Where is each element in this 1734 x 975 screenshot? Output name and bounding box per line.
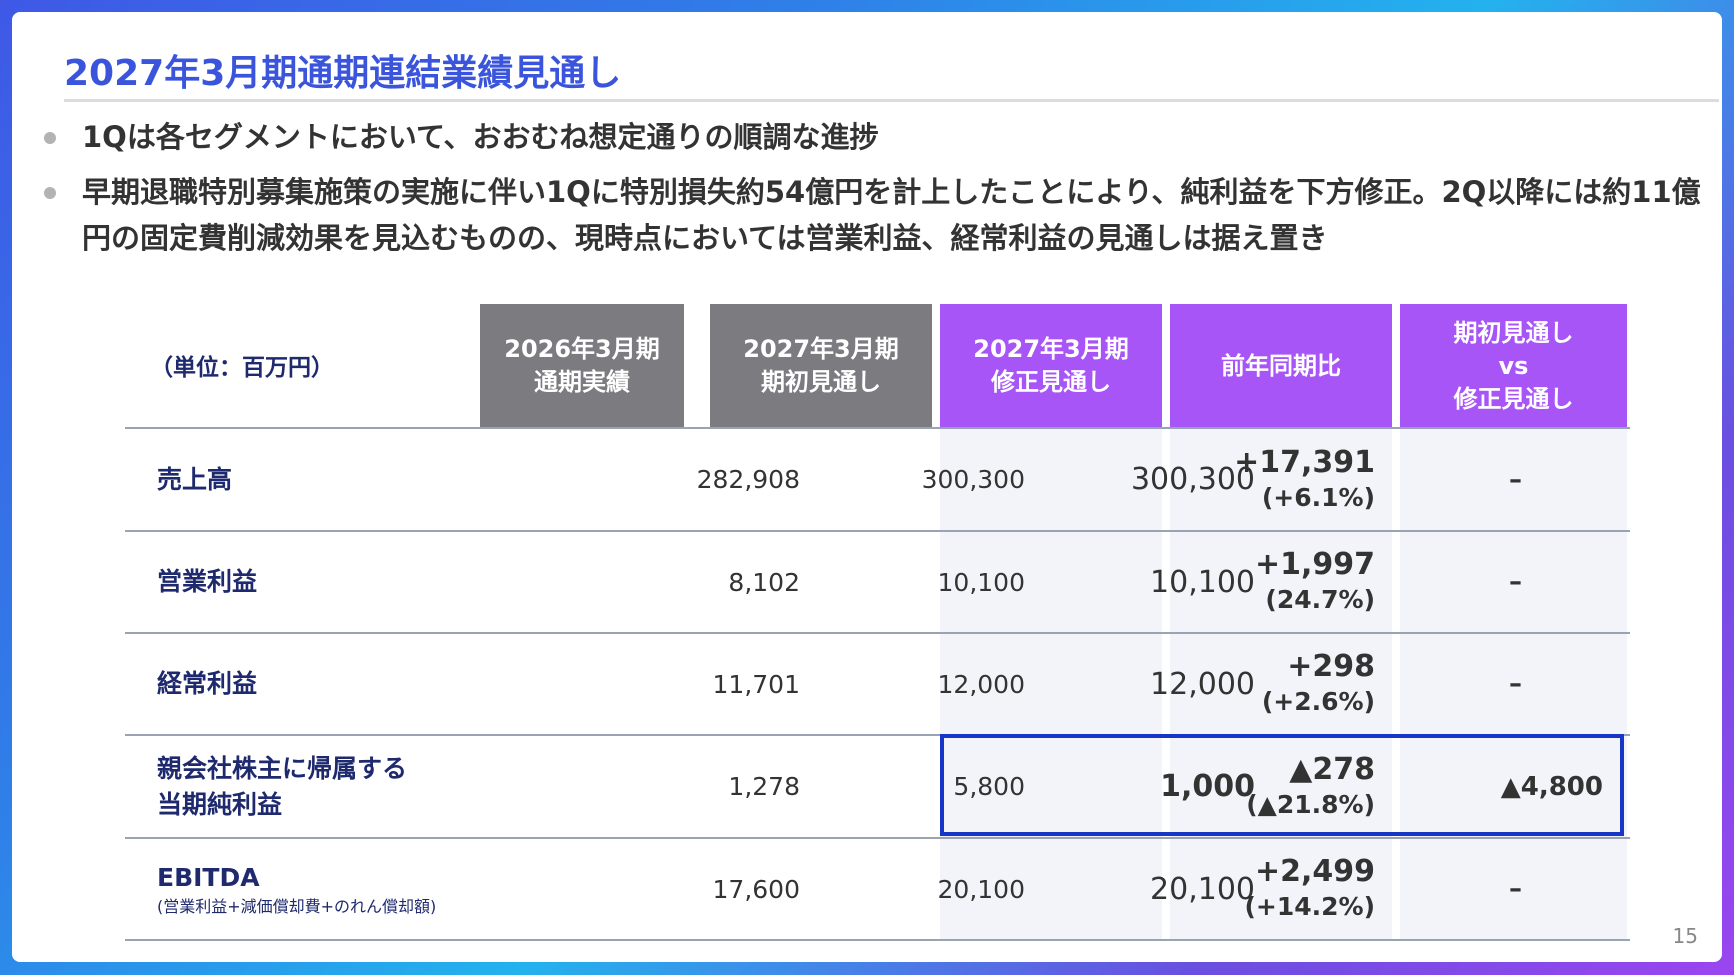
row-label-text: 当期純利益: [157, 789, 283, 819]
header-line: 前年同期比: [1221, 351, 1341, 380]
fy2027-revised-value: 20,100: [1150, 871, 1255, 907]
yoy-column-shade: [1170, 429, 1392, 939]
fy2027-revised-value: 300,300: [1130, 462, 1255, 497]
slide-title: 2027年3月期通期連結業績見通し: [64, 53, 622, 94]
row-divider: [125, 530, 1630, 532]
yoy-absolute: +2,499: [1254, 854, 1375, 889]
header-line: 通期実績: [534, 368, 630, 396]
header-line: 2026年3月期: [504, 335, 660, 363]
yoy-change: ▲278 (▲21.8%): [1158, 736, 1375, 837]
header-fy2027-initial: 2027年3月期 期初見通し: [710, 304, 932, 428]
forecast-table: （単位：百万円） 2026年3月期 通期実績 2027年3月期 期初見通し 2027…: [125, 304, 1630, 941]
bullet-item: 1Qは各セグメントにおいて、おおむね想定通りの順調な進捗: [30, 114, 1710, 160]
yoy-change: +1,997 (24.7%): [1158, 532, 1375, 632]
row-label: 経常利益: [157, 634, 547, 734]
fy2026-actual-value: 8,102: [728, 567, 800, 597]
yoy-change: +2,499 (+14.2%): [1158, 839, 1375, 939]
fy2027-initial-value: 10,100: [937, 567, 1025, 597]
header-line: 修正見通し: [1453, 384, 1574, 413]
yoy-change: +298 (+2.6%): [1158, 634, 1375, 734]
fy2026-actual-value: 282,908: [696, 465, 800, 494]
row-label-text: 経常利益: [157, 669, 258, 698]
header-line: 2027年3月期: [973, 335, 1129, 363]
fy2026-actual-value: 1,278: [728, 772, 800, 801]
yoy-percent: (+14.2%): [1244, 892, 1375, 921]
fy2027-revised-value: 10,100: [1150, 564, 1255, 600]
yoy-change: +17,391 (+6.1%): [1158, 429, 1375, 530]
vs-initial-value: –: [1509, 669, 1522, 699]
header-initial-vs-revised: 期初見通し vs 修正見通し: [1400, 304, 1627, 428]
bullet-list: 1Qは各セグメントにおいて、おおむね想定通りの順調な進捗 早期退職特別募集施策の…: [30, 114, 1710, 270]
vs-initial-value: –: [1509, 464, 1522, 495]
row-label-text: 親会社株主に帰属する: [157, 753, 408, 783]
header-line: 期初見通し: [1453, 318, 1574, 347]
row-sublabel: (営業利益+減価償却費+のれん償却額): [157, 897, 437, 916]
slide: 2027年3月期通期連結業績見通し 1Qは各セグメントにおいて、おおむね想定通り…: [12, 12, 1722, 962]
row-label: EBITDA (営業利益+減価償却費+のれん償却額): [157, 839, 547, 939]
vs-initial-value: –: [1509, 567, 1522, 597]
title-underline: [64, 99, 1719, 102]
row-label: 売上高: [157, 429, 547, 530]
bullet-text: 早期退職特別募集施策の実施に伴い1Qに特別損失約54億円を計上したことにより、純…: [82, 175, 1701, 255]
bullet-dot-icon: [44, 132, 56, 144]
fy2027-initial-value: 20,100: [937, 874, 1025, 904]
header-yoy: 前年同期比: [1170, 304, 1392, 428]
yoy-absolute: ▲278: [1289, 751, 1375, 787]
header-line: 期初見通し: [761, 368, 881, 396]
fy2026-actual-value: 11,701: [712, 669, 800, 699]
header-fy2027-revised: 2027年3月期 修正見通し: [940, 304, 1162, 428]
vs-column-shade: [1400, 429, 1627, 939]
row-divider: [125, 837, 1630, 839]
row-label-text: 営業利益: [157, 567, 258, 596]
fy2027-initial-value: 12,000: [937, 669, 1025, 699]
header-fy2026-actual: 2026年3月期 通期実績: [480, 304, 684, 428]
unit-label: （単位：百万円）: [150, 355, 334, 381]
vs-initial-value: ▲4,800: [1500, 771, 1603, 802]
row-divider: [125, 632, 1630, 634]
row-divider: [125, 734, 1630, 736]
row-label-text: 売上高: [157, 464, 233, 494]
revised-column-shade: [940, 429, 1162, 939]
yoy-absolute: +1,997: [1254, 547, 1375, 582]
yoy-percent: (+2.6%): [1261, 687, 1375, 716]
fy2027-revised-value: 1,000: [1160, 769, 1255, 804]
yoy-percent: (24.7%): [1265, 585, 1375, 614]
fy2026-actual-value: 17,600: [712, 874, 800, 904]
header-line: 2027年3月期: [743, 335, 899, 363]
fy2027-initial-value: 300,300: [921, 465, 1025, 494]
yoy-percent: (+6.1%): [1261, 482, 1375, 512]
fy2027-initial-value: 5,800: [953, 772, 1025, 801]
bullet-dot-icon: [44, 187, 56, 199]
fy2027-revised-value: 12,000: [1150, 666, 1255, 702]
row-label-text: EBITDA: [157, 863, 260, 892]
bullet-text: 1Qは各セグメントにおいて、おおむね想定通りの順調な進捗: [82, 120, 879, 154]
row-divider: [125, 427, 1630, 429]
row-label: 親会社株主に帰属する 当期純利益: [157, 736, 547, 837]
bullet-item: 早期退職特別募集施策の実施に伴い1Qに特別損失約54億円を計上したことにより、純…: [30, 169, 1710, 261]
header-line: 修正見通し: [991, 368, 1111, 396]
vs-initial-value: –: [1509, 874, 1522, 904]
yoy-absolute: +298: [1287, 649, 1375, 684]
yoy-percent: (▲21.8%): [1246, 789, 1375, 819]
yoy-absolute: +17,391: [1234, 444, 1375, 480]
row-divider: [125, 939, 1630, 941]
page-number: 15: [1672, 924, 1698, 948]
row-label: 営業利益: [157, 532, 547, 632]
net-income-highlight-box: [940, 734, 1624, 836]
header-line: vs: [1498, 351, 1529, 380]
